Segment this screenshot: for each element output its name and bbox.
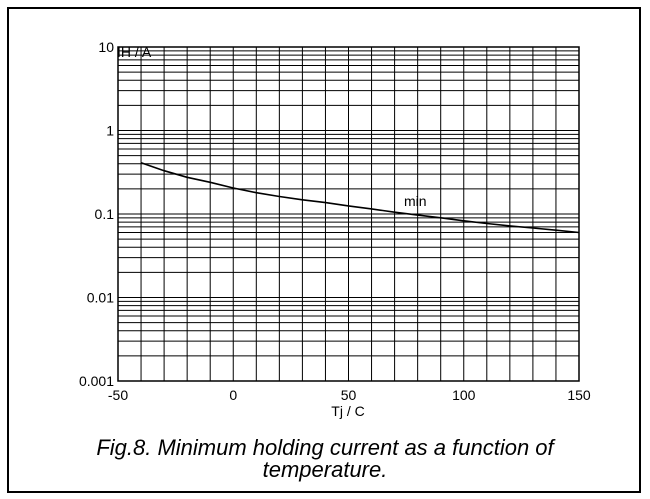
caption-line-2: temperature. (262, 457, 388, 482)
x-axis-label: Tj / C (331, 403, 364, 419)
grid (117, 46, 580, 382)
series-layer (140, 162, 580, 234)
y-axis-label: IH / A (117, 44, 152, 60)
plot-border (117, 46, 580, 382)
figure-caption: Fig.8. Minimum holding current as a func… (7, 437, 643, 481)
plot-area (117, 46, 580, 382)
caption-line-1: Fig.8. Minimum holding current as a func… (96, 435, 554, 460)
y-tick-label: 10 (98, 39, 114, 55)
x-tick-label: -50 (108, 387, 128, 403)
figure-frame (7, 7, 641, 493)
x-tick-label: 50 (341, 387, 357, 403)
x-tick-label: 100 (452, 387, 476, 403)
x-tick-label: 150 (567, 387, 591, 403)
y-tick-label: 0.1 (95, 206, 115, 222)
tick-labels: -50 0 50 100 150 0.001 0.01 0.1 1 10 (79, 39, 591, 403)
series-line-min (140, 162, 580, 234)
y-tick-label: 0.01 (87, 290, 114, 306)
chart: -50 0 50 100 150 0.001 0.01 0.1 1 10 IH / A Tj / … (79, 39, 591, 419)
x-tick-label: 0 (229, 387, 237, 403)
y-tick-label: 1 (106, 123, 114, 139)
y-tick-label: 0.001 (79, 373, 114, 389)
series-label-min: min (404, 193, 427, 209)
